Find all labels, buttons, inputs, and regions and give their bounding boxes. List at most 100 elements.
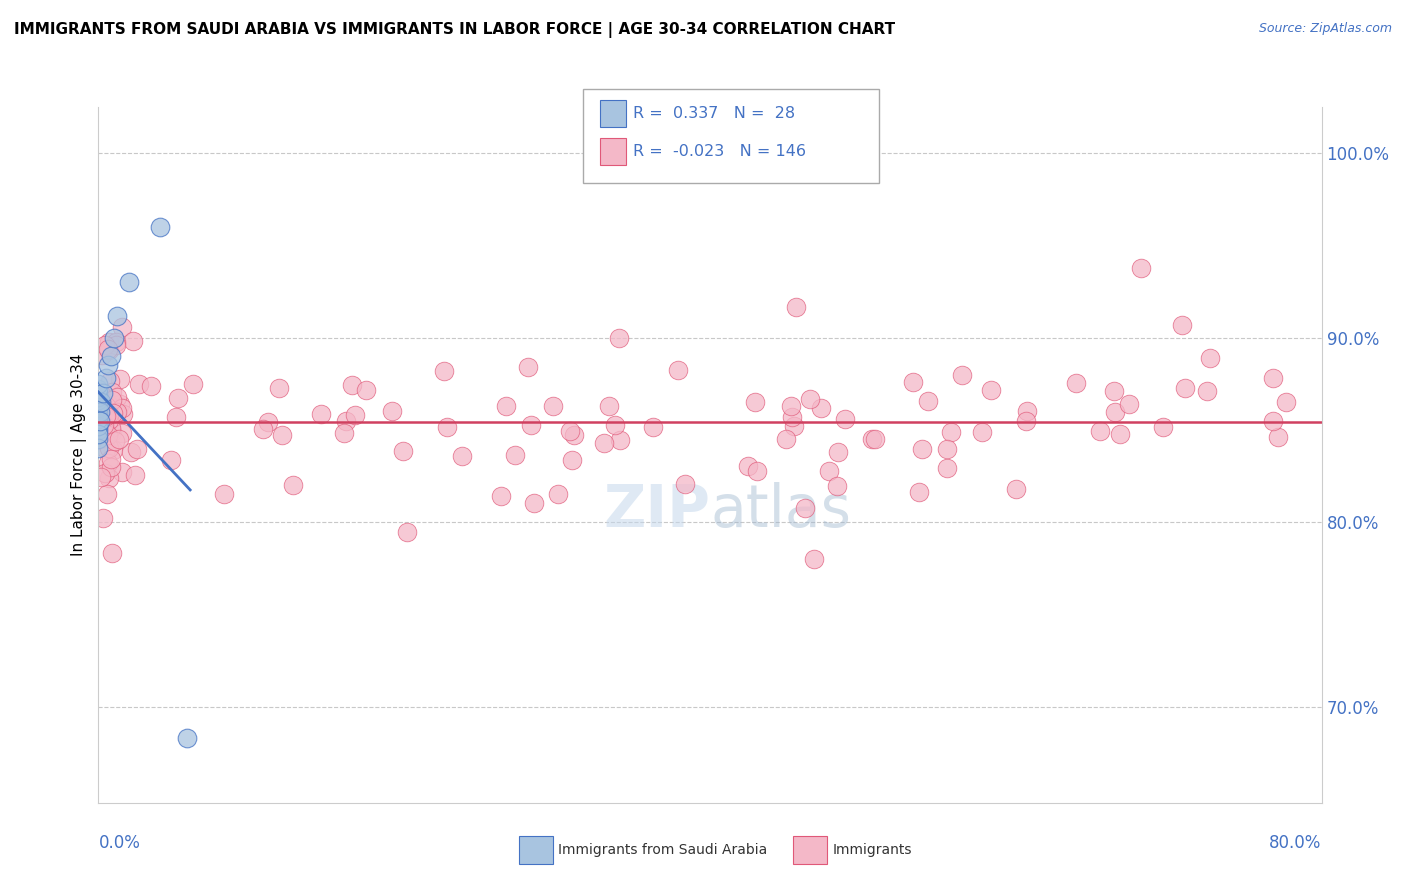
Point (111, 401, 134, 415)
Point (860, 432, 883, 446)
Point (495, 399, 517, 413)
Point (903, 375, 925, 389)
Point (101, 384, 124, 399)
Point (96, 397, 118, 411)
Point (141, 379, 163, 393)
Point (1170, 318, 1192, 332)
Point (100, 460, 122, 475)
Point (90, 470, 112, 484)
Point (97, 342, 120, 356)
Point (97, 412, 120, 426)
Point (782, 410, 804, 425)
Text: IMMIGRANTS FROM SAUDI ARABIA VS IMMIGRANTS IN LABOR FORCE | AGE 30-34 CORRELATIO: IMMIGRANTS FROM SAUDI ARABIA VS IMMIGRAN… (14, 22, 896, 38)
Point (593, 436, 616, 450)
Text: R =  -0.023   N = 146: R = -0.023 N = 146 (633, 145, 806, 159)
Point (87, 383, 110, 397)
Point (87, 401, 110, 415)
Point (309, 407, 332, 421)
Point (1104, 405, 1126, 419)
Point (799, 392, 821, 406)
Point (519, 418, 541, 433)
Point (641, 420, 664, 434)
Point (780, 400, 803, 414)
Point (541, 399, 564, 413)
Point (100, 421, 122, 435)
Point (561, 453, 583, 467)
Point (980, 384, 1002, 398)
Point (167, 391, 190, 405)
Point (94, 409, 117, 424)
Point (111, 320, 134, 334)
Point (252, 422, 274, 436)
Point (89, 414, 111, 428)
Point (87, 423, 110, 437)
Point (1261, 414, 1284, 428)
Point (343, 408, 366, 422)
Point (609, 433, 631, 447)
Point (281, 477, 304, 491)
Text: Immigrants from Saudi Arabia: Immigrants from Saudi Arabia (558, 843, 768, 857)
Point (89, 385, 111, 400)
Y-axis label: In Labor Force | Age 30-34: In Labor Force | Age 30-34 (72, 353, 87, 557)
Point (818, 464, 841, 478)
Point (744, 395, 766, 409)
Point (97, 407, 120, 421)
Point (94, 442, 117, 456)
Point (160, 452, 183, 467)
Text: atlas: atlas (710, 482, 851, 539)
Point (118, 276, 141, 290)
Point (1197, 384, 1219, 398)
Point (810, 401, 832, 415)
Point (332, 426, 354, 441)
Point (1199, 351, 1222, 365)
Point (950, 368, 973, 382)
Point (491, 490, 513, 504)
Point (120, 445, 142, 459)
Text: 80.0%: 80.0% (1270, 834, 1322, 852)
Point (775, 432, 797, 446)
Point (90, 395, 112, 409)
Point (105, 334, 128, 349)
Point (101, 407, 124, 421)
Text: Source: ZipAtlas.com: Source: ZipAtlas.com (1258, 22, 1392, 36)
Point (94, 467, 117, 481)
Point (354, 383, 377, 397)
Point (395, 524, 418, 539)
Point (87, 397, 110, 411)
Point (94, 424, 117, 438)
Point (917, 393, 939, 408)
Point (972, 425, 994, 440)
Point (908, 484, 931, 499)
Text: 0.0%: 0.0% (98, 834, 141, 852)
Point (598, 400, 620, 414)
Point (87, 404, 110, 418)
Point (101, 392, 124, 407)
Point (104, 434, 127, 448)
Point (108, 432, 131, 446)
Point (100, 349, 122, 363)
Point (91, 389, 114, 403)
Point (87, 393, 110, 408)
Point (87, 419, 110, 434)
Point (1275, 395, 1298, 409)
Point (97, 428, 120, 442)
Point (87, 390, 110, 404)
Point (451, 449, 474, 463)
Point (745, 464, 768, 478)
Point (94, 409, 117, 423)
Point (87, 409, 110, 423)
Point (1174, 381, 1197, 395)
Point (825, 479, 848, 493)
Point (104, 406, 127, 420)
Point (100, 375, 122, 389)
Point (1108, 426, 1130, 441)
Point (176, 731, 198, 746)
Point (936, 461, 959, 475)
Point (87, 386, 110, 401)
Point (381, 403, 404, 417)
Point (523, 496, 546, 510)
Point (782, 418, 804, 433)
Point (89, 404, 111, 418)
Point (335, 414, 357, 428)
Point (1130, 261, 1153, 276)
